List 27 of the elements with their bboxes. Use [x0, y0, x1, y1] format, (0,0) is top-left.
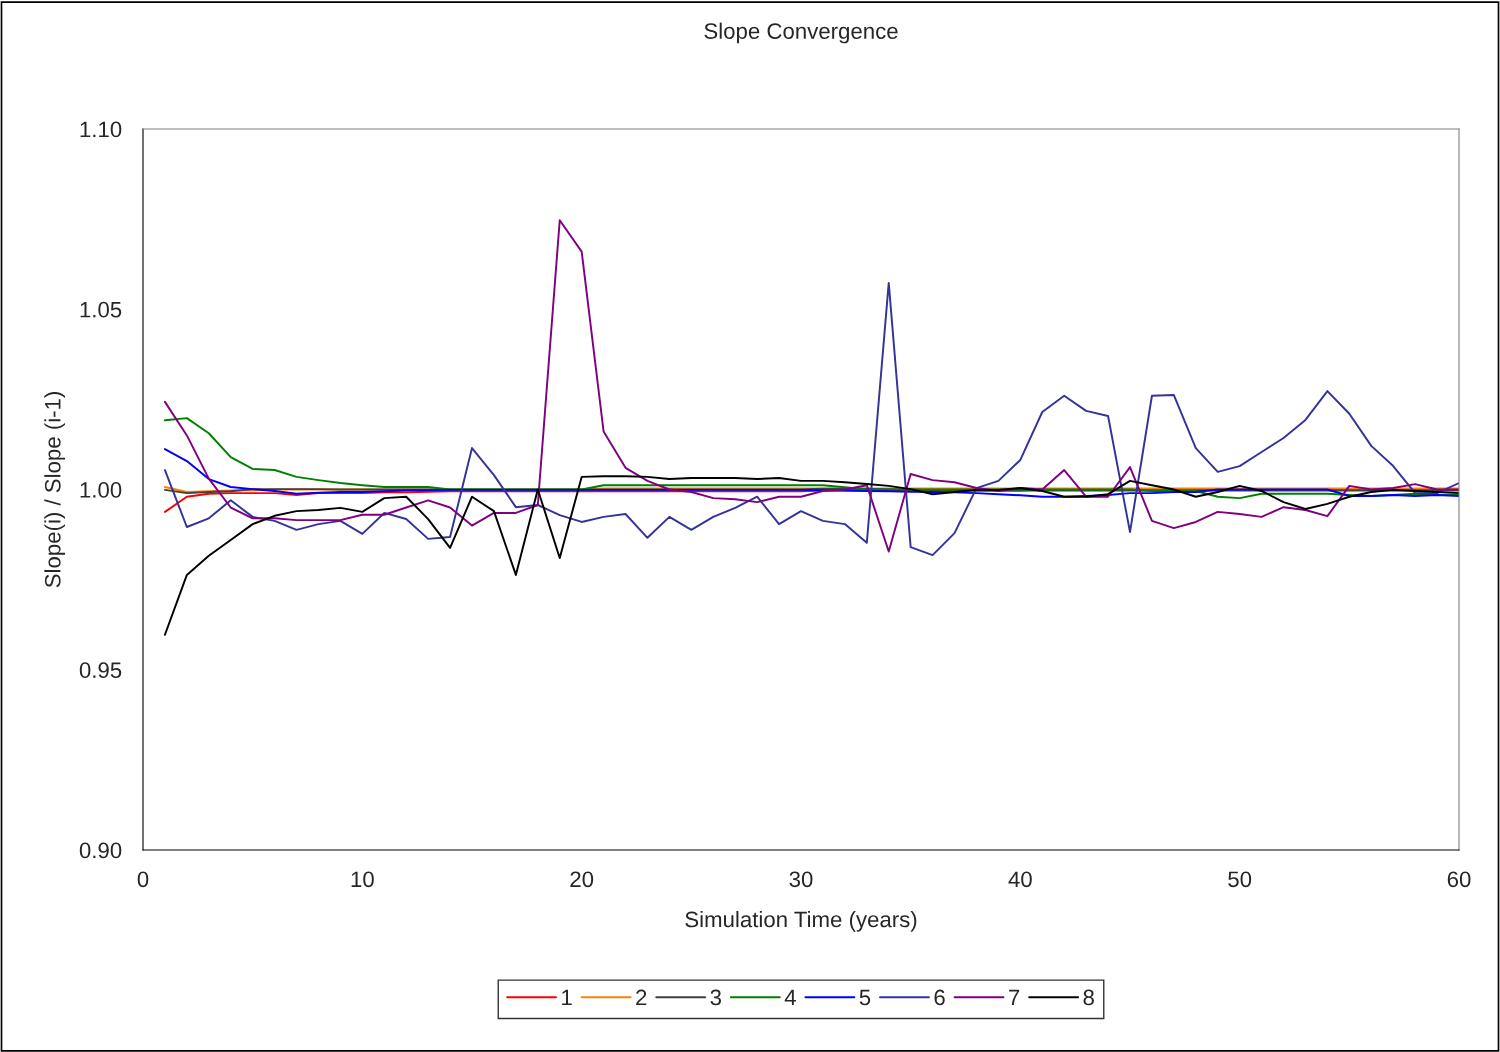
chart-title: Slope Convergence	[704, 22, 898, 44]
x-tick-label: 40	[1008, 871, 1032, 888]
legend-label: 1	[562, 989, 572, 1006]
y-tick-label: 0.90	[79, 842, 122, 859]
x-tick-label: 10	[351, 871, 374, 888]
line-series	[163, 475, 1459, 636]
legend-label: 4	[784, 989, 796, 1006]
legend-label: 6	[934, 989, 945, 1006]
legend-label: 8	[1083, 989, 1094, 1006]
legend-label: 2	[636, 989, 647, 1006]
line-series	[163, 281, 1459, 557]
x-tick-label: 50	[1228, 871, 1252, 888]
x-tick-label: 0	[137, 871, 149, 888]
y-tick-label: 1.00	[80, 482, 122, 498]
legend-label: 7	[1009, 989, 1020, 1006]
legend-label: 5	[859, 989, 871, 1006]
x-tick-label: 60	[1447, 871, 1471, 888]
line-series	[163, 448, 1459, 498]
x-tick-label: 30	[789, 871, 813, 888]
y-axis-title: Slope(i) / Slope (i-1)	[44, 392, 66, 588]
legend-label: 3	[710, 989, 721, 1006]
y-tick-label: 1.05	[80, 301, 122, 318]
y-tick-label: 0.95	[79, 662, 122, 679]
y-tick-label: 1.10	[80, 121, 122, 138]
x-tick-label: 20	[570, 871, 594, 888]
line-series	[163, 219, 1459, 553]
x-axis-title: Simulation Time (years)	[685, 910, 917, 932]
